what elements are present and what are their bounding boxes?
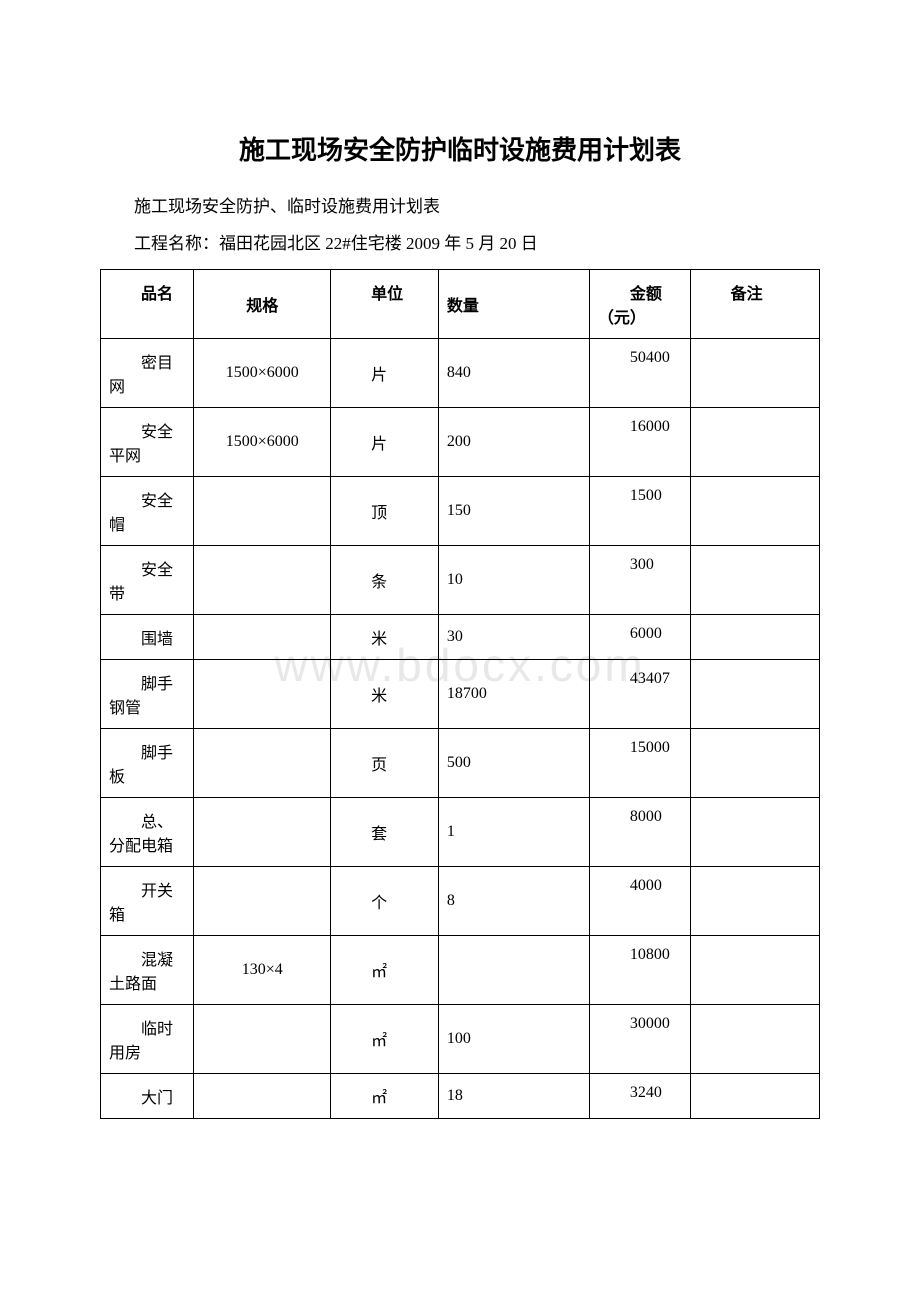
cell-qty: 500 <box>438 729 589 798</box>
cell-note <box>690 936 819 1005</box>
header-name: 品名 <box>101 270 194 339</box>
cell-unit: ㎡ <box>331 1005 439 1074</box>
cell-spec <box>194 660 331 729</box>
header-note: 备注 <box>690 270 819 339</box>
table-container: 品名 规格 单位 数量 金额（元） 备注 密目网 1500×6000 片 840… <box>100 269 820 1119</box>
cell-amount: 16000 <box>589 408 690 477</box>
cell-note <box>690 798 819 867</box>
cell-qty: 30 <box>438 615 589 660</box>
cell-note <box>690 408 819 477</box>
cell-note <box>690 660 819 729</box>
table-header-row: 品名 规格 单位 数量 金额（元） 备注 <box>101 270 820 339</box>
header-unit: 单位 <box>331 270 439 339</box>
cell-amount: 50400 <box>589 339 690 408</box>
cell-unit: 条 <box>331 546 439 615</box>
cell-qty: 8 <box>438 867 589 936</box>
subtitle-text: 施工现场安全防护、临时设施费用计划表 <box>100 192 820 217</box>
cell-note <box>690 867 819 936</box>
cell-amount: 4000 <box>589 867 690 936</box>
table-row: 临时用房 ㎡ 100 30000 <box>101 1005 820 1074</box>
header-amount: 金额（元） <box>589 270 690 339</box>
cell-unit: 个 <box>331 867 439 936</box>
cell-qty: 1 <box>438 798 589 867</box>
table-row: 安全平网 1500×6000 片 200 16000 <box>101 408 820 477</box>
cell-spec: 1500×6000 <box>194 339 331 408</box>
cell-unit: ㎡ <box>331 936 439 1005</box>
cell-spec <box>194 867 331 936</box>
cell-note <box>690 546 819 615</box>
cell-qty: 10 <box>438 546 589 615</box>
cell-name: 脚手钢管 <box>101 660 194 729</box>
cell-spec <box>194 798 331 867</box>
cell-unit: 顶 <box>331 477 439 546</box>
cell-spec <box>194 1074 331 1119</box>
cell-qty: 18 <box>438 1074 589 1119</box>
cell-amount: 8000 <box>589 798 690 867</box>
cell-spec <box>194 1005 331 1074</box>
cell-amount: 3240 <box>589 1074 690 1119</box>
cell-qty: 200 <box>438 408 589 477</box>
cell-note <box>690 339 819 408</box>
cell-qty <box>438 936 589 1005</box>
table-body: 密目网 1500×6000 片 840 50400 安全平网 1500×6000… <box>101 339 820 1119</box>
cell-name: 临时用房 <box>101 1005 194 1074</box>
cell-amount: 300 <box>589 546 690 615</box>
table-row: 安全帽 顶 150 1500 <box>101 477 820 546</box>
cell-note <box>690 615 819 660</box>
cell-spec <box>194 615 331 660</box>
cell-name: 脚手板 <box>101 729 194 798</box>
cell-unit: 米 <box>331 615 439 660</box>
cell-note <box>690 1074 819 1119</box>
table-row: 密目网 1500×6000 片 840 50400 <box>101 339 820 408</box>
cell-spec: 1500×6000 <box>194 408 331 477</box>
cell-unit: 套 <box>331 798 439 867</box>
cell-unit: 片 <box>331 339 439 408</box>
project-info-text: 工程名称：福田花园北区 22#住宅楼 2009 年 5 月 20 日 <box>100 229 820 254</box>
cell-name: 安全平网 <box>101 408 194 477</box>
table-row: 总、分配电箱 套 1 8000 <box>101 798 820 867</box>
cell-name: 安全带 <box>101 546 194 615</box>
cell-spec <box>194 477 331 546</box>
cell-qty: 840 <box>438 339 589 408</box>
table-row: 围墙 米 30 6000 <box>101 615 820 660</box>
cell-name: 大门 <box>101 1074 194 1119</box>
header-qty: 数量 <box>438 270 589 339</box>
cell-amount: 15000 <box>589 729 690 798</box>
table-row: 脚手钢管 米 18700 43407 <box>101 660 820 729</box>
cell-note <box>690 729 819 798</box>
cell-unit: 米 <box>331 660 439 729</box>
cell-spec <box>194 729 331 798</box>
cell-amount: 43407 <box>589 660 690 729</box>
cell-note <box>690 1005 819 1074</box>
table-row: 大门 ㎡ 18 3240 <box>101 1074 820 1119</box>
table-row: 混凝土路面 130×4 ㎡ 10800 <box>101 936 820 1005</box>
cell-name: 安全帽 <box>101 477 194 546</box>
cell-spec: 130×4 <box>194 936 331 1005</box>
cell-name: 开关箱 <box>101 867 194 936</box>
cell-name: 总、分配电箱 <box>101 798 194 867</box>
cell-qty: 18700 <box>438 660 589 729</box>
table-row: 脚手板 页 500 15000 <box>101 729 820 798</box>
cell-qty: 100 <box>438 1005 589 1074</box>
cell-amount: 30000 <box>589 1005 690 1074</box>
cell-spec <box>194 546 331 615</box>
cell-amount: 10800 <box>589 936 690 1005</box>
table-row: 安全带 条 10 300 <box>101 546 820 615</box>
cell-amount: 1500 <box>589 477 690 546</box>
table-row: 开关箱 个 8 4000 <box>101 867 820 936</box>
cell-amount: 6000 <box>589 615 690 660</box>
cell-name: 混凝土路面 <box>101 936 194 1005</box>
cell-name: 围墙 <box>101 615 194 660</box>
cell-name: 密目网 <box>101 339 194 408</box>
cost-plan-table: 品名 规格 单位 数量 金额（元） 备注 密目网 1500×6000 片 840… <box>100 269 820 1119</box>
cell-qty: 150 <box>438 477 589 546</box>
cell-unit: 片 <box>331 408 439 477</box>
page-title: 施工现场安全防护临时设施费用计划表 <box>100 130 820 167</box>
cell-unit: ㎡ <box>331 1074 439 1119</box>
cell-unit: 页 <box>331 729 439 798</box>
header-spec: 规格 <box>194 270 331 339</box>
cell-note <box>690 477 819 546</box>
